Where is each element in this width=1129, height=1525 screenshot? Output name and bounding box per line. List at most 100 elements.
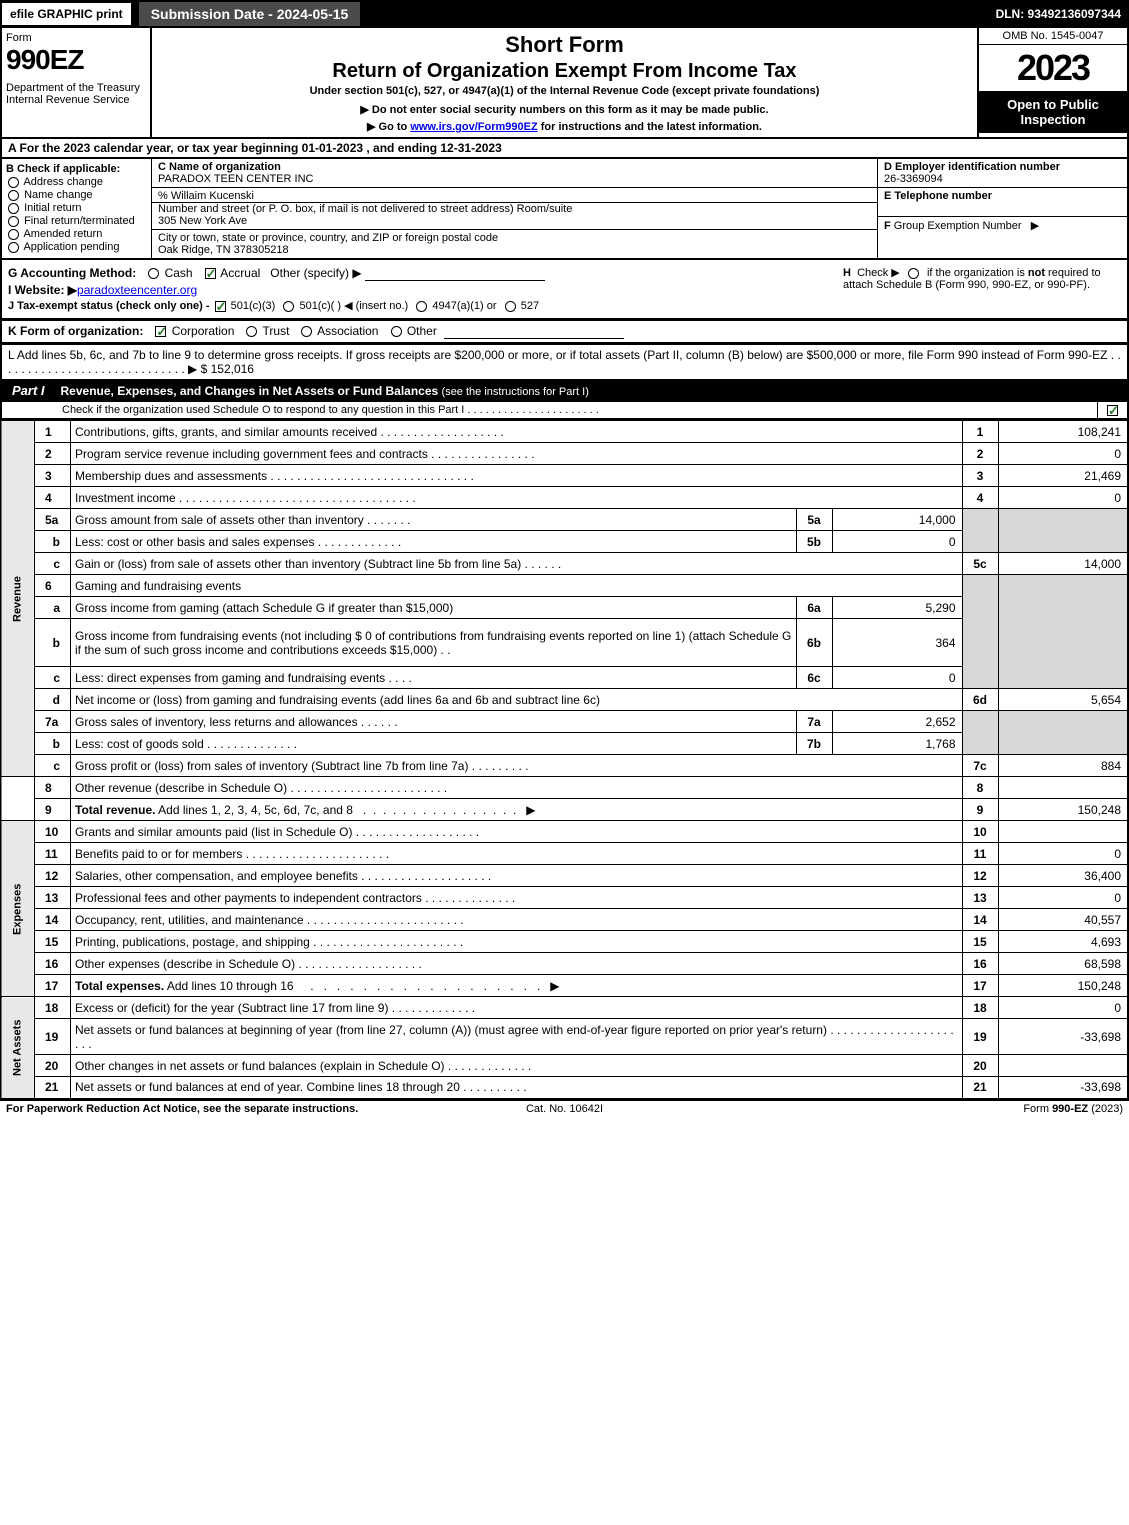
ln6c-desc: Less: direct expenses from gaming and fu…	[71, 667, 797, 689]
footer-right: Form 990-EZ (2023)	[603, 1103, 1123, 1115]
street-label: Number and street (or P. O. box, if mail…	[152, 202, 877, 215]
ln14-desc: Occupancy, rent, utilities, and maintena…	[71, 909, 963, 931]
ln6c-val: 0	[832, 667, 962, 689]
d-label: D Employer identification number	[884, 161, 1121, 173]
care-of: % Willaim Kucenski	[158, 190, 871, 202]
j-501c3[interactable]	[215, 301, 226, 312]
b-label: B Check if applicable:	[6, 163, 147, 175]
chk-initial-return[interactable]: Initial return	[6, 202, 147, 214]
ln13-val: 0	[998, 887, 1128, 909]
chk-final-return[interactable]: Final return/terminated	[6, 215, 147, 227]
telephone	[884, 202, 1121, 214]
j-527[interactable]	[505, 301, 516, 312]
top-bar: efile GRAPHIC print Submission Date - 20…	[0, 0, 1129, 28]
revenue-table: Revenue 1 Contributions, gifts, grants, …	[0, 420, 1129, 1100]
ln9-val: 150,248	[998, 799, 1128, 821]
ln6a-desc: Gross income from gaming (attach Schedul…	[71, 597, 797, 619]
ln3-desc: Membership dues and assessments . . . . …	[71, 465, 963, 487]
form-word: Form	[6, 32, 146, 44]
ln18-desc: Excess or (deficit) for the year (Subtra…	[71, 997, 963, 1019]
website-link[interactable]: paradoxteencenter.org	[77, 283, 197, 297]
dept-label: Department of the Treasury Internal Reve…	[6, 82, 146, 106]
ln1-val: 108,241	[998, 421, 1128, 443]
k-corp[interactable]	[155, 326, 166, 337]
ln20-val	[998, 1055, 1128, 1077]
ln2-val: 0	[998, 443, 1128, 465]
ln4-val: 0	[998, 487, 1128, 509]
h-checkbox[interactable]	[908, 268, 919, 279]
part1-title: Revenue, Expenses, and Changes in Net As…	[55, 382, 595, 400]
col-def: D Employer identification number 26-3369…	[877, 159, 1127, 258]
ln5c-val: 14,000	[998, 553, 1128, 575]
ln7a-desc: Gross sales of inventory, less returns a…	[71, 711, 797, 733]
city-state-zip: Oak Ridge, TN 378305218	[158, 244, 871, 256]
col-b: B Check if applicable: Address change Na…	[2, 159, 152, 258]
ln5c-desc: Gain or (loss) from sale of assets other…	[71, 553, 963, 575]
g-accrual-check[interactable]	[205, 268, 216, 279]
irs-link[interactable]: www.irs.gov/Form990EZ	[410, 121, 537, 133]
ln5b-desc: Less: cost or other basis and sales expe…	[71, 531, 797, 553]
j-4947[interactable]	[416, 301, 427, 312]
ln4-desc: Investment income . . . . . . . . . . . …	[71, 487, 963, 509]
h-box: H Check ▶ if the organization is not req…	[841, 264, 1121, 293]
ln21-val: -33,698	[998, 1077, 1128, 1099]
ln15-val: 4,693	[998, 931, 1128, 953]
part1-header: Part I Revenue, Expenses, and Changes in…	[0, 381, 1129, 402]
street-address: 305 New York Ave	[158, 215, 871, 227]
ln15-desc: Printing, publications, postage, and shi…	[71, 931, 963, 953]
chk-app-pending[interactable]: Application pending	[6, 241, 147, 253]
chk-amended[interactable]: Amended return	[6, 228, 147, 240]
form-number: 990EZ	[6, 44, 146, 76]
footer-center: Cat. No. 10642I	[526, 1103, 603, 1115]
c-name-label: C Name of organization	[158, 161, 871, 173]
ln17-desc: Total expenses. Add lines 10 through 16 …	[71, 975, 963, 997]
col-c: C Name of organization PARADOX TEEN CENT…	[152, 159, 877, 258]
ln7b-val: 1,768	[832, 733, 962, 755]
tax-year: 2023	[979, 45, 1127, 91]
omb-number: OMB No. 1545-0047	[979, 28, 1127, 45]
ln7c-val: 884	[998, 755, 1128, 777]
part1-schedule-o-check[interactable]	[1107, 405, 1118, 416]
ssn-note: ▶ Do not enter social security numbers o…	[160, 103, 969, 116]
chk-address-change[interactable]: Address change	[6, 176, 147, 188]
ln5b-val: 0	[832, 531, 962, 553]
ln1-desc: Contributions, gifts, grants, and simila…	[71, 421, 963, 443]
f-label: F Group Exemption Number ▶	[884, 219, 1121, 232]
part1-label: Part I	[2, 381, 55, 400]
k-assoc[interactable]	[301, 326, 312, 337]
g-cash-radio[interactable]	[148, 268, 159, 279]
under-section: Under section 501(c), 527, or 4947(a)(1)…	[160, 85, 969, 97]
side-expenses: Expenses	[1, 821, 35, 997]
ln7c-desc: Gross profit or (loss) from sales of inv…	[71, 755, 963, 777]
k-trust[interactable]	[246, 326, 257, 337]
chk-name-change[interactable]: Name change	[6, 189, 147, 201]
form-header: Form 990EZ Department of the Treasury In…	[0, 28, 1129, 139]
ln1-num: 1	[35, 421, 71, 443]
side-netassets: Net Assets	[1, 997, 35, 1099]
row-a-calendar: A For the 2023 calendar year, or tax yea…	[0, 139, 1129, 159]
ln6a-val: 5,290	[832, 597, 962, 619]
header-right: OMB No. 1545-0047 2023 Open to Public In…	[977, 28, 1127, 137]
ln16-val: 68,598	[998, 953, 1128, 975]
ln6b-desc: Gross income from fundraising events (no…	[71, 619, 797, 667]
k-other[interactable]	[391, 326, 402, 337]
ln9-desc: Total revenue. Add lines 1, 2, 3, 4, 5c,…	[71, 799, 963, 821]
ln12-val: 36,400	[998, 865, 1128, 887]
ln12-desc: Salaries, other compensation, and employ…	[71, 865, 963, 887]
ln19-val: -33,698	[998, 1019, 1128, 1055]
ln6d-desc: Net income or (loss) from gaming and fun…	[71, 689, 963, 711]
ln8-val	[998, 777, 1128, 799]
j-501c[interactable]	[283, 301, 294, 312]
ln8-desc: Other revenue (describe in Schedule O) .…	[71, 777, 963, 799]
efile-print-label[interactable]: efile GRAPHIC print	[0, 1, 133, 27]
j-line: J Tax-exempt status (check only one) - 5…	[8, 299, 1121, 312]
ln5a-desc: Gross amount from sale of assets other t…	[71, 509, 797, 531]
goto-line: ▶ Go to www.irs.gov/Form990EZ for instru…	[160, 120, 969, 133]
ln16-desc: Other expenses (describe in Schedule O) …	[71, 953, 963, 975]
k-line: K Form of organization: Corporation Trus…	[0, 320, 1129, 344]
footer-left: For Paperwork Reduction Act Notice, see …	[6, 1103, 526, 1115]
ln10-desc: Grants and similar amounts paid (list in…	[71, 821, 963, 843]
ln5a-val: 14,000	[832, 509, 962, 531]
ln7a-val: 2,652	[832, 711, 962, 733]
section-bcdef: B Check if applicable: Address change Na…	[0, 159, 1129, 260]
